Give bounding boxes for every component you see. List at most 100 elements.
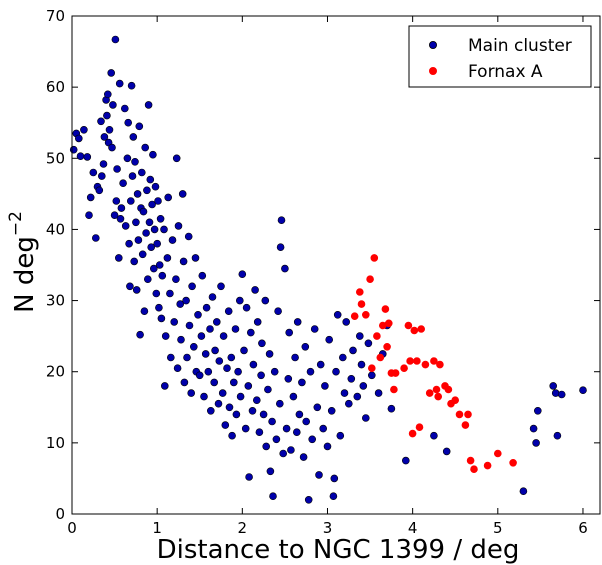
point-main-cluster-5 [83, 153, 92, 161]
point-main-cluster-166 [282, 424, 291, 433]
point-main-cluster-68 [151, 182, 160, 191]
point-main-cluster-116 [211, 346, 219, 355]
point-main-cluster-213 [401, 456, 410, 465]
point-fornax-a-20 [410, 326, 419, 335]
y-tick-label-0: 0 [55, 505, 65, 523]
point-main-cluster-133 [236, 296, 244, 305]
point-main-cluster-45 [132, 218, 140, 227]
point-main-cluster-214 [430, 431, 438, 440]
point-main-cluster-38 [126, 282, 134, 291]
point-main-cluster-3 [76, 152, 85, 160]
point-main-cluster-81 [164, 193, 172, 202]
point-fornax-a-26 [430, 357, 438, 365]
point-main-cluster-155 [266, 467, 275, 476]
point-main-cluster-56 [141, 143, 149, 152]
point-main-cluster-223 [557, 390, 566, 399]
point-main-cluster-158 [270, 367, 279, 376]
point-main-cluster-55 [140, 307, 149, 316]
y-axis-title-main: N deg [10, 236, 40, 313]
point-main-cluster-151 [261, 296, 270, 305]
point-main-cluster-124 [223, 364, 231, 373]
point-main-cluster-62 [146, 175, 155, 184]
point-main-cluster-141 [247, 328, 255, 337]
x-tick-label-6: 6 [578, 519, 588, 537]
point-fornax-a-27 [432, 385, 441, 394]
point-main-cluster-135 [238, 270, 247, 279]
point-main-cluster-182 [310, 325, 319, 333]
point-fornax-a-14 [390, 385, 398, 394]
y-tick-label-5: 50 [46, 149, 65, 167]
point-main-cluster-86 [172, 275, 180, 284]
point-main-cluster-48 [134, 236, 143, 244]
y-axis-title: N deg−2 [6, 211, 40, 313]
point-main-cluster-67 [150, 225, 159, 234]
point-main-cluster-224 [579, 386, 587, 395]
legend-label-fornax-a: Fornax A [468, 62, 543, 82]
point-main-cluster-29 [115, 79, 124, 88]
point-fornax-a-22 [415, 423, 424, 432]
point-main-cluster-18 [104, 90, 112, 99]
point-main-cluster-98 [185, 321, 194, 330]
point-main-cluster-99 [187, 389, 195, 397]
point-main-cluster-111 [204, 367, 213, 376]
point-main-cluster-46 [132, 286, 141, 294]
point-main-cluster-118 [214, 399, 223, 408]
point-main-cluster-22 [108, 143, 116, 152]
point-main-cluster-47 [133, 190, 142, 198]
point-main-cluster-128 [228, 431, 236, 440]
point-main-cluster-121 [218, 389, 227, 397]
point-main-cluster-24 [110, 211, 119, 219]
point-main-cluster-220 [549, 382, 558, 390]
x-tick-label-5: 5 [493, 519, 503, 537]
point-main-cluster-112 [206, 325, 214, 333]
point-main-cluster-218 [532, 439, 540, 447]
point-fornax-a-38 [470, 465, 478, 474]
point-fornax-a-2 [357, 300, 366, 308]
point-main-cluster-61 [145, 218, 154, 227]
point-fornax-a-41 [509, 458, 517, 467]
point-main-cluster-147 [255, 428, 264, 437]
point-main-cluster-30 [116, 215, 125, 223]
point-main-cluster-180 [306, 367, 315, 376]
y-axis-title-exponent: −2 [6, 211, 26, 236]
point-main-cluster-108 [200, 392, 208, 401]
point-main-cluster-173 [293, 318, 302, 326]
point-main-cluster-191 [329, 492, 338, 501]
legend: Main cluster Fornax A [408, 25, 592, 88]
point-fornax-a-16 [400, 364, 408, 373]
point-main-cluster-89 [174, 222, 183, 230]
point-main-cluster-96 [183, 353, 191, 362]
point-main-cluster-183 [313, 403, 322, 412]
point-main-cluster-31 [117, 204, 126, 212]
point-main-cluster-168 [285, 328, 294, 337]
x-tick-label-2: 2 [238, 519, 248, 537]
point-main-cluster-35 [123, 154, 132, 163]
point-main-cluster-94 [180, 378, 189, 387]
point-main-cluster-13 [98, 172, 106, 180]
point-main-cluster-122 [219, 332, 228, 340]
point-main-cluster-195 [336, 431, 345, 440]
point-main-cluster-169 [287, 446, 295, 454]
point-main-cluster-165 [281, 264, 289, 273]
point-main-cluster-82 [166, 289, 174, 298]
point-fornax-a-34 [455, 410, 464, 419]
point-main-cluster-148 [257, 371, 265, 380]
point-fornax-a-18 [406, 357, 414, 365]
point-main-cluster-60 [144, 101, 153, 109]
point-main-cluster-222 [553, 431, 562, 440]
y-tick-label-2: 20 [46, 363, 65, 381]
point-main-cluster-138 [242, 303, 251, 312]
point-main-cluster-119 [215, 357, 224, 365]
point-main-cluster-84 [168, 236, 177, 244]
point-main-cluster-52 [138, 168, 146, 177]
point-main-cluster-215 [442, 447, 451, 456]
point-main-cluster-125 [224, 307, 233, 316]
point-main-cluster-197 [340, 389, 349, 397]
point-main-cluster-186 [319, 424, 328, 433]
point-main-cluster-192 [330, 474, 339, 483]
point-main-cluster-4 [80, 126, 88, 134]
point-main-cluster-25 [111, 35, 120, 44]
point-fornax-a-17 [404, 321, 413, 330]
point-main-cluster-78 [161, 382, 169, 390]
point-main-cluster-184 [315, 471, 323, 479]
